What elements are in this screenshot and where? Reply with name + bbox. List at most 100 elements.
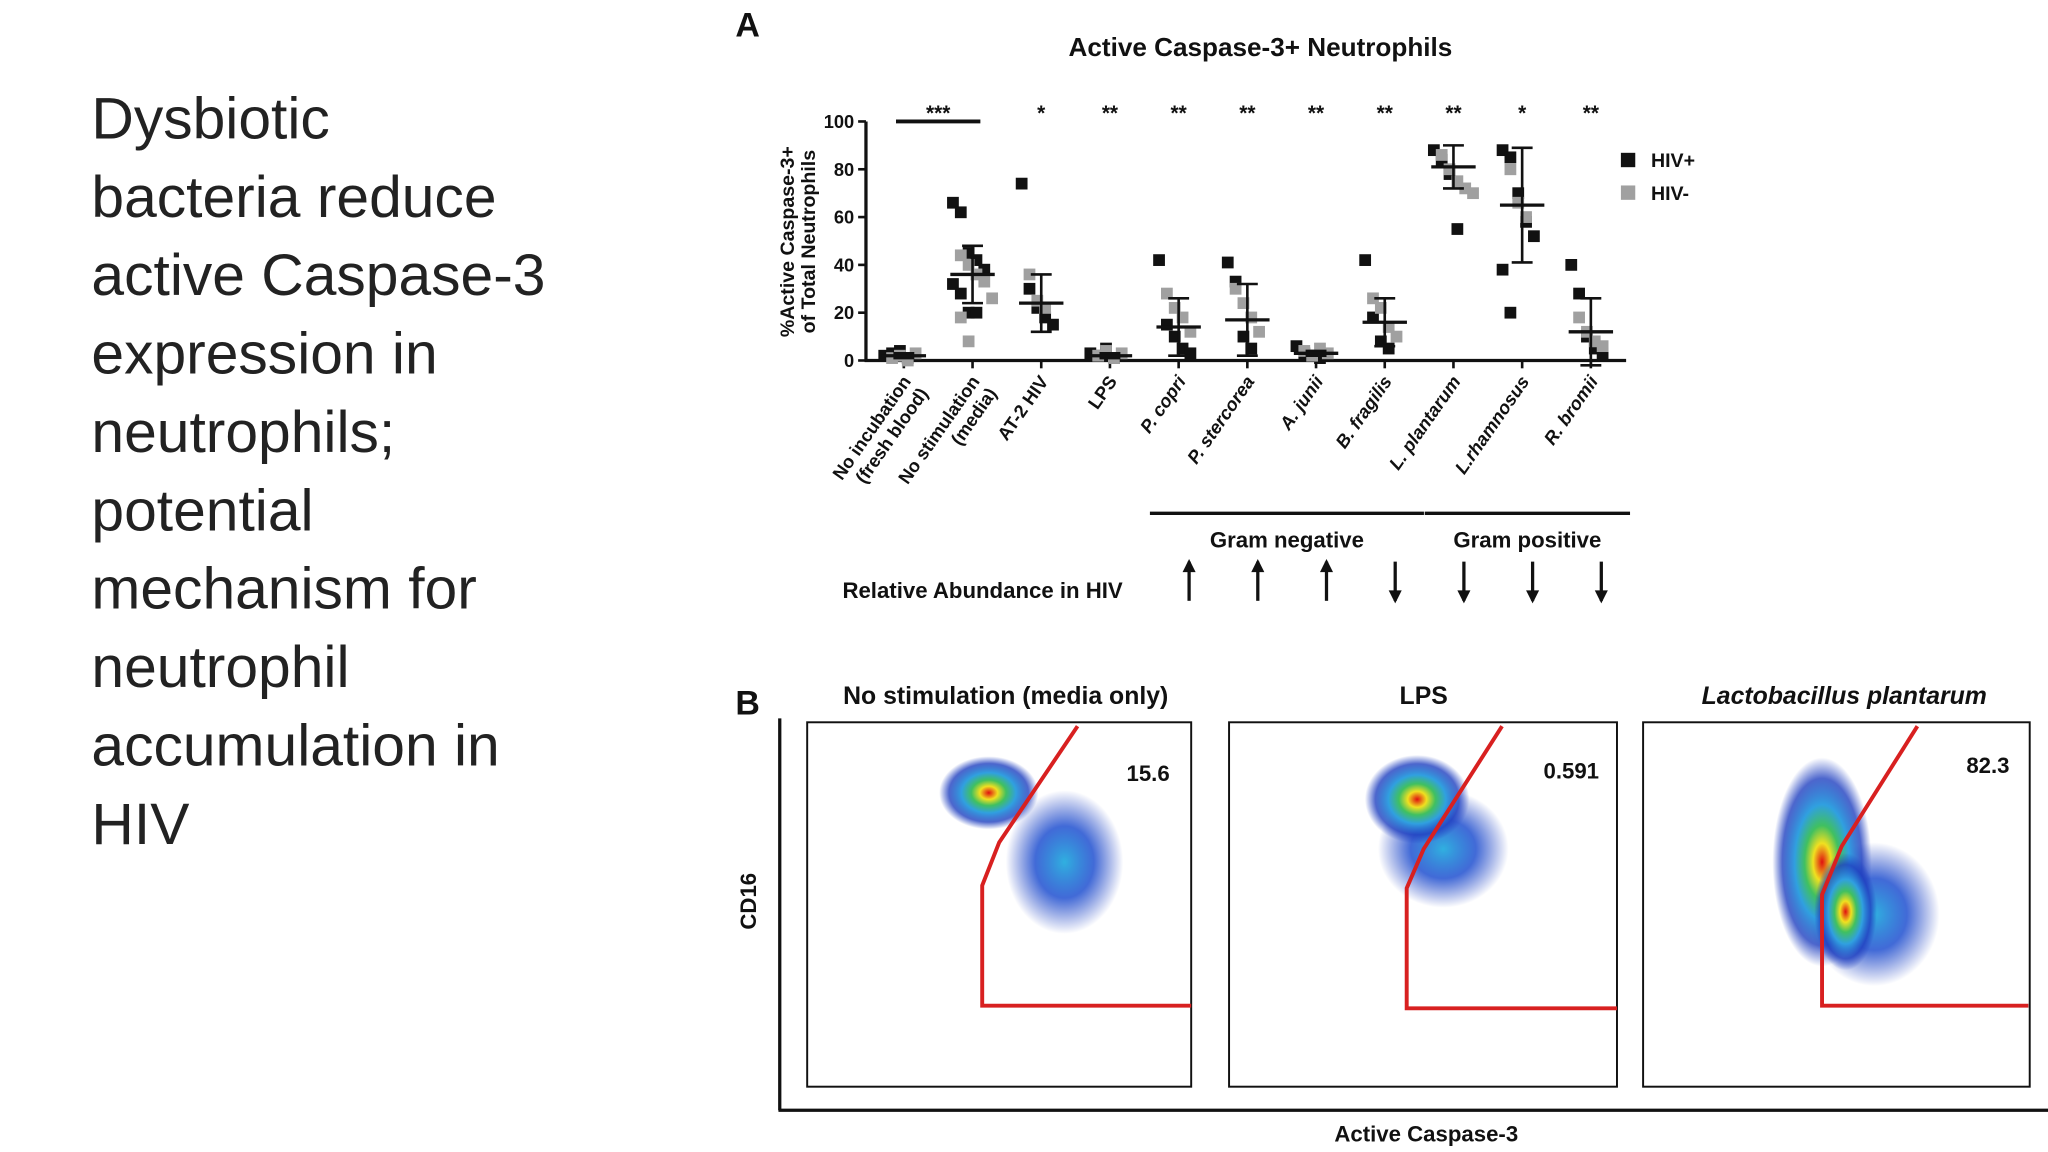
slide-text: HIV (91, 792, 189, 857)
data-point (954, 206, 967, 219)
plot-title: LPS (1400, 683, 1448, 710)
y-axis-label: CD16 (736, 873, 761, 930)
data-point (1573, 287, 1585, 300)
data-point (1588, 342, 1601, 355)
data-point (1221, 256, 1234, 269)
data-point (1435, 149, 1448, 161)
x-tick-label-line: P. stercorea (1183, 372, 1259, 468)
group-label: Gram positive (1453, 527, 1601, 552)
data-point (886, 352, 898, 364)
x-tick-label: L. plantarum (1384, 372, 1464, 474)
arrow-head (1594, 590, 1608, 604)
significance: ** (1583, 102, 1600, 125)
x-tick-label-line: AT-2 HIV (993, 371, 1053, 444)
density (939, 756, 1039, 830)
data-point (1504, 151, 1517, 164)
density (1005, 790, 1124, 934)
chart-title: Active Caspase-3+ Neutrophils (1069, 32, 1453, 62)
panel-label: B (735, 684, 760, 722)
data-point (954, 311, 967, 324)
data-point (954, 287, 967, 300)
data-point (1528, 230, 1540, 243)
data-point (1245, 342, 1258, 355)
slide-text: neutrophils; (91, 400, 395, 465)
x-tick-label-line: B. fragilis (1331, 372, 1396, 452)
arrow-head (1388, 590, 1402, 604)
data-point (1031, 294, 1044, 307)
arrow-head (1319, 559, 1334, 573)
data-point (986, 292, 999, 305)
arrow-head (1457, 590, 1471, 604)
data-point (1382, 321, 1395, 333)
x-tick-label: AT-2 HIV (993, 371, 1053, 444)
data-point (1427, 144, 1440, 157)
y-label-line: %Active Caspase-3+ (777, 146, 799, 337)
data-point (1504, 163, 1517, 176)
plot-frame (1642, 721, 2031, 1088)
data-point (1039, 302, 1052, 314)
data-point (1512, 196, 1525, 209)
gate (1404, 725, 1617, 1011)
data-point (1115, 347, 1128, 360)
data-point (962, 335, 975, 348)
data-point (1031, 302, 1044, 314)
data-point (978, 263, 991, 276)
plot-title: Lactobacillus plantarum (1702, 683, 1987, 710)
data-point (1504, 306, 1517, 319)
y-tick-label: 60 (834, 207, 854, 228)
data-point (1314, 352, 1326, 364)
arrow-head (1526, 590, 1540, 604)
data-point (1367, 292, 1379, 305)
data-point (962, 247, 975, 259)
data-point (1153, 254, 1165, 266)
slide-text: expression in (91, 322, 437, 387)
data-point (1184, 325, 1197, 338)
data-point (1047, 318, 1059, 331)
plot-frame (806, 721, 1193, 1088)
data-point (962, 259, 975, 271)
data-point (1382, 342, 1395, 355)
data-point (954, 249, 967, 262)
data-point (970, 306, 983, 319)
slide-text: accumulation in (91, 713, 499, 778)
data-point (1015, 177, 1028, 190)
panel-label: A (735, 7, 760, 45)
data-point (962, 306, 975, 319)
significance: *** (926, 102, 951, 125)
density (1814, 852, 1877, 971)
gate-value: 0.591 (1543, 758, 1599, 783)
data-point (1565, 259, 1578, 271)
data-point (1314, 342, 1326, 355)
x-axis-label: Active Caspase-3 (1334, 1122, 1518, 1147)
slide-text: potential (91, 478, 313, 543)
x-tick-label-line: LPS (1083, 372, 1121, 413)
data-point (1245, 311, 1258, 324)
data-point (1290, 340, 1303, 353)
data-point (1374, 335, 1387, 348)
x-tick-label: P. stercorea (1183, 372, 1259, 468)
data-point (1443, 163, 1456, 176)
legend-swatch (1620, 185, 1636, 200)
slide-text: mechanism for (91, 557, 476, 622)
data-point (1374, 302, 1387, 314)
abundance-label: Relative Abundance in HIV (842, 578, 1122, 603)
data-point (978, 275, 991, 288)
gate-value: 82.3 (1966, 753, 2009, 778)
arrow-head (1251, 559, 1265, 573)
x-tick-label-line: A. junii (1274, 371, 1327, 434)
significance: ** (1239, 102, 1256, 125)
data-point (1023, 282, 1036, 295)
x-tick-label: B. fragilis (1331, 372, 1396, 452)
data-point (1184, 347, 1197, 360)
slide-text: bacteria reduce (91, 165, 496, 230)
data-point (1520, 211, 1532, 223)
data-point (1367, 311, 1379, 324)
slide-text: active Caspase-3 (91, 243, 545, 308)
data-point (901, 354, 914, 367)
data-point (1084, 347, 1097, 360)
group-label: Gram negative (1210, 527, 1364, 552)
legend-label: HIV- (1651, 183, 1689, 205)
data-point (1161, 318, 1173, 331)
y-axis-label: %Active Caspase-3+ of Total Neutrophils (777, 146, 820, 337)
